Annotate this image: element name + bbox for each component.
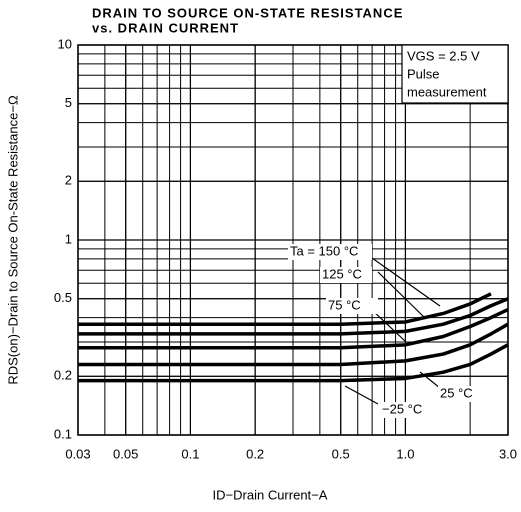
x-tick-label: 0.2 [246, 446, 264, 461]
curve-label: 125 °C [322, 266, 362, 281]
label-bg [438, 386, 490, 402]
leader-line [344, 385, 379, 405]
curve [78, 322, 509, 367]
x-tick-label: 0.05 [113, 446, 138, 461]
y-tick-label: 1 [65, 231, 72, 246]
curve [78, 292, 492, 326]
annotation-text: measurement [407, 84, 487, 99]
label-bg [288, 244, 372, 260]
curve-label: 75 °C [328, 297, 361, 312]
y-tick-label: 5 [65, 95, 72, 110]
annotation-text: VGS = 2.5 V [407, 48, 480, 63]
curve [78, 297, 509, 336]
y-tick-label: 2 [65, 173, 72, 188]
x-tick-label: 3.0 [499, 446, 517, 461]
label-bg [380, 402, 432, 418]
chart-subtitle: vs. DRAIN CURRENT [92, 20, 239, 35]
x-tick-label: 0.03 [65, 446, 90, 461]
y-tick-label: 0.1 [54, 426, 72, 441]
curve [78, 307, 509, 350]
x-tick-label: 1.0 [396, 446, 414, 461]
leader-line [371, 309, 406, 342]
y-tick-label: 10 [58, 36, 72, 51]
annotation-text: Pulse [407, 66, 440, 81]
curve-label: Ta = 150 °C [290, 243, 358, 258]
y-tick-label: 0.2 [54, 368, 72, 383]
leader-line [371, 257, 441, 307]
y-tick-label: 0.5 [54, 290, 72, 305]
label-bg [320, 267, 372, 283]
x-axis-label: ID−Drain Current−A [213, 487, 328, 502]
curve-label: −25 °C [382, 401, 422, 416]
y-axis-label: RDS(on)−Drain to Source On-State Resista… [5, 95, 20, 385]
curve-label: 25 °C [440, 385, 473, 400]
annotation-box [401, 44, 509, 104]
label-bg [326, 298, 378, 314]
leader-line [377, 271, 426, 319]
x-tick-label: 0.1 [181, 446, 199, 461]
x-tick-label: 0.5 [332, 446, 350, 461]
chart-title: DRAIN TO SOURCE ON-STATE RESISTANCE [92, 5, 403, 20]
leader-line [419, 371, 441, 389]
